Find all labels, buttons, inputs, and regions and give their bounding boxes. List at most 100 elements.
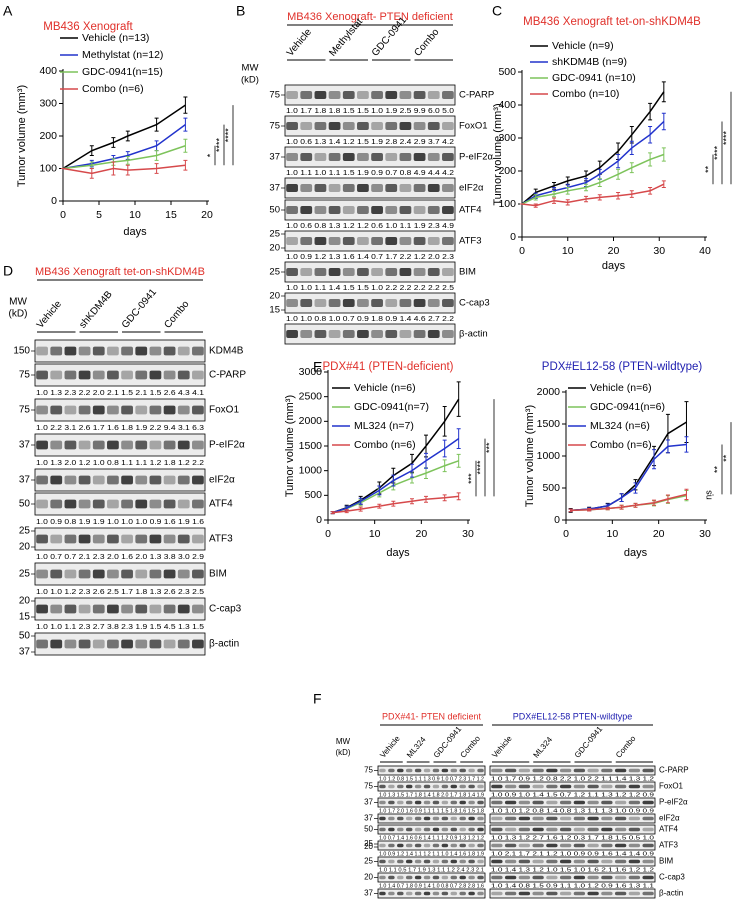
error-bar [652,449,657,470]
band [328,299,341,307]
band [388,875,395,880]
band [399,153,412,161]
band [532,843,544,848]
band-label: eIF2α [209,475,235,486]
band [177,346,190,356]
band [546,843,558,848]
band [405,891,413,896]
band [491,768,503,773]
quantification: 1.0 1.1 0.5 1.7 1.9 1.3 1.1 1.2 2.4 2.3 … [379,867,484,873]
band [379,875,386,880]
band [192,370,204,380]
quantification: 1.0 1.4 0.7 1.8 0.9 1.4 1.0 0.8 0.7 2.8 … [379,883,484,889]
significance-label: **** [475,460,485,475]
band [468,859,475,864]
significance-label: * [205,153,215,157]
x-tick-label: 0 [325,528,331,540]
error-bar [616,168,621,180]
mw-marker: 20 [19,596,31,607]
band [546,768,558,773]
band [432,859,440,864]
band [50,639,63,649]
band [64,440,77,450]
band [163,475,176,485]
band [50,534,63,544]
error-bar [456,428,461,449]
band [92,475,105,485]
band [314,153,327,161]
band [532,800,544,805]
x-axis-label: days [123,226,147,238]
band [163,370,176,380]
band [413,91,426,99]
band [192,604,204,614]
band [149,534,162,544]
band [388,816,395,821]
band [163,346,176,356]
band-label: C-cap3 [209,604,242,615]
band [379,784,386,789]
band-label: ATF4 [659,825,679,834]
error-bar [183,96,188,114]
band [342,122,355,130]
band [614,827,627,832]
quantification: 1.0 1.7 1.8 1.8 1.5 1.5 1.0 1.9 2.5 9.9 … [286,108,454,115]
band [371,122,383,130]
series-line [332,398,460,514]
band [491,843,503,848]
band [286,237,298,245]
band [399,299,412,307]
group-label: shKDM4B [77,289,115,331]
band [314,268,327,276]
error-bar [619,493,624,502]
band [78,534,91,544]
band [385,122,398,130]
group-label: GDC-0941 [120,287,159,331]
error-bar [661,81,666,103]
band [121,534,133,544]
band [149,370,162,380]
band [36,499,48,509]
band [587,875,599,880]
band [121,440,133,450]
band [477,859,484,864]
band [423,816,431,821]
band [628,843,641,848]
band [442,91,454,99]
band [491,784,503,789]
band [36,534,48,544]
group-label: Combo [614,734,638,760]
error-bar [358,497,363,505]
band [442,153,454,161]
band [432,816,440,821]
legend-label: Combo (n=6) [354,439,416,451]
band [504,784,517,789]
band [423,843,431,848]
band [468,891,475,896]
band [546,875,558,880]
y-tick-label: 300 [39,97,57,109]
band [385,299,398,307]
band [163,639,176,649]
band [518,891,531,896]
band [423,784,431,789]
band [92,534,105,544]
band [192,639,204,649]
error-bar [442,439,447,458]
significance-label: ns [703,490,713,500]
band [64,405,77,415]
band [405,843,413,848]
mw-header: MW [242,63,259,74]
band [559,800,572,805]
band [642,891,654,896]
band [432,827,440,832]
band [397,800,404,805]
band [379,891,386,896]
band [163,405,176,415]
band [414,891,422,896]
x-tick-label: 20 [653,528,665,540]
band [642,827,654,832]
band [614,875,627,880]
legend-label: shKDM4B (n=9) [552,56,627,68]
series-line [521,183,665,207]
